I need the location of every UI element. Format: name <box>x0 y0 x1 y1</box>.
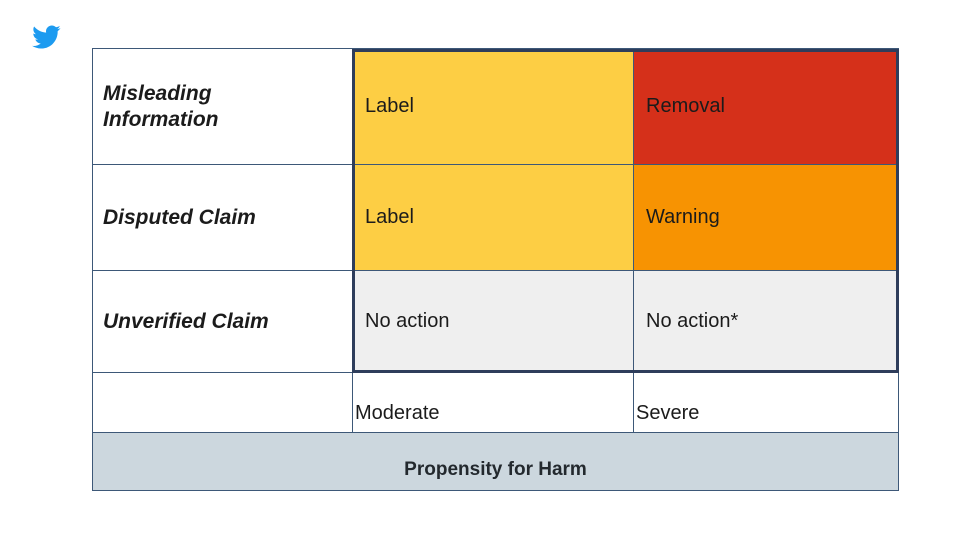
empty-corner-cell <box>93 373 353 433</box>
row-header-misleading-information: Misleading Information <box>93 49 353 165</box>
cell-unverified-moderate: No action <box>353 271 634 373</box>
cell-text: No action* <box>646 310 739 333</box>
row-header-label: Unverified Claim <box>103 309 269 333</box>
cell-text: Label <box>365 95 414 118</box>
row-header-unverified-claim: Unverified Claim <box>93 271 353 373</box>
moderation-matrix-table: Misleading Information Label Removal Dis… <box>92 48 899 491</box>
column-footer-severe: Severe <box>634 373 899 433</box>
cell-text: Label <box>365 206 414 229</box>
cell-text: Warning <box>646 206 720 229</box>
cell-misleading-moderate: Label <box>353 49 634 165</box>
row-header-disputed-claim: Disputed Claim <box>93 165 353 271</box>
column-footer-label: Severe <box>636 401 700 424</box>
cell-misleading-severe: Removal <box>634 49 899 165</box>
axis-label-text: Propensity for Harm <box>404 458 587 480</box>
cell-disputed-moderate: Label <box>353 165 634 271</box>
column-footer-moderate: Moderate <box>353 373 634 433</box>
column-footer-label: Moderate <box>355 401 440 424</box>
twitter-logo-icon <box>32 25 61 49</box>
cell-text: Removal <box>646 95 725 118</box>
cell-disputed-severe: Warning <box>634 165 899 271</box>
axis-label-propensity-for-harm: Propensity for Harm <box>93 433 899 491</box>
row-header-label: Misleading Information <box>103 81 219 131</box>
cell-text: No action <box>365 310 450 333</box>
cell-unverified-severe: No action* <box>634 271 899 373</box>
row-header-label: Disputed Claim <box>103 205 256 229</box>
